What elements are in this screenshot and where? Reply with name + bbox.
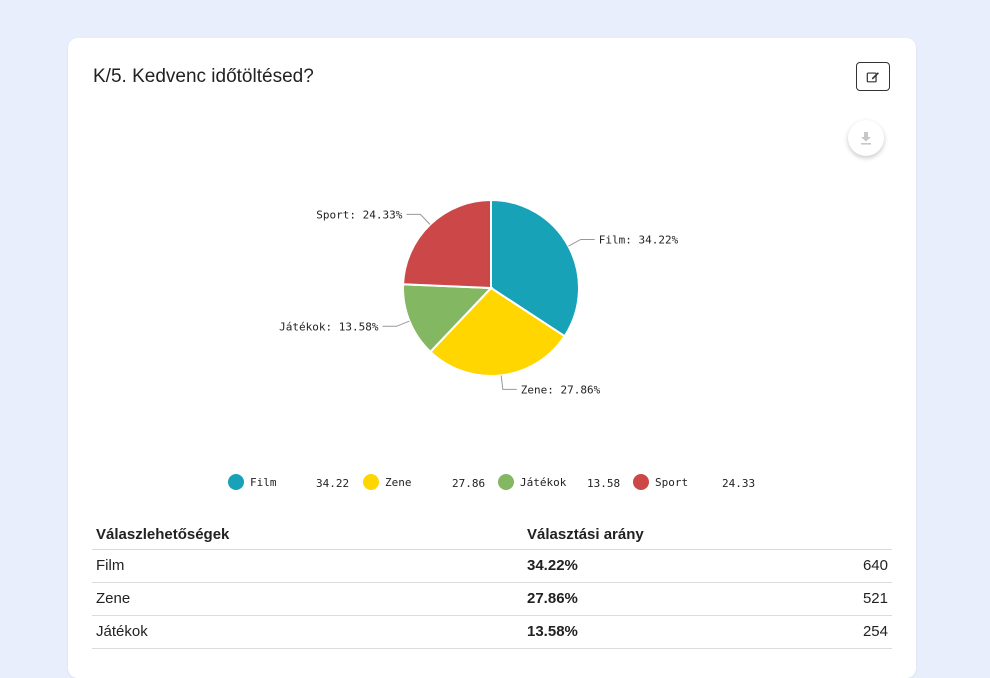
- row-label: Zene: [92, 582, 523, 616]
- legend-label-film: Film: [250, 475, 277, 489]
- header-ratio: Választási arány: [523, 518, 791, 550]
- download-icon: [861, 132, 871, 145]
- legend-value-jatekok: 13.58: [587, 477, 621, 490]
- slice-label-jatekok: Játékok: 13.58%: [279, 320, 379, 333]
- row-count: 521: [791, 582, 892, 616]
- leader-line-zene: [500, 375, 517, 390]
- legend-swatch-sport: [633, 474, 649, 490]
- edit-button[interactable]: [856, 62, 890, 91]
- legend-swatch-zene: [363, 474, 379, 490]
- question-title: K/5. Kedvenc időtöltésed?: [93, 66, 314, 87]
- table-header-row: Válaszlehetőségek Választási arány: [92, 518, 892, 550]
- answers-table: Válaszlehetőségek Választási arány Film …: [92, 518, 892, 649]
- slice-label-film: Film: 34.22%: [599, 233, 679, 246]
- leader-line-jatekok: [382, 320, 410, 327]
- header-count: [791, 518, 892, 550]
- slice-label-zene: Zene: 27.86%: [521, 383, 601, 396]
- legend-swatch-film: [228, 474, 244, 490]
- slice-label-sport: Sport: 24.33%: [316, 208, 402, 221]
- row-count: 640: [791, 549, 892, 583]
- table-row: Játékok 13.58% 254: [92, 615, 892, 649]
- leader-line-sport: [406, 213, 431, 225]
- row-percent: 13.58%: [523, 615, 791, 649]
- download-button[interactable]: [848, 120, 884, 156]
- legend-label-jatekok: Játékok: [520, 475, 567, 489]
- legend-swatch-jatekok: [498, 474, 514, 490]
- legend-label-sport: Sport: [655, 475, 689, 489]
- pie-slice-sport[interactable]: [402, 198, 492, 290]
- edit-icon: [866, 71, 879, 82]
- pie-chart: Film: 34.22% Zene: 27.86% Játékok: 13.58% S…: [279, 198, 679, 396]
- question-card: K/5. Kedvenc időtöltésed? Film: 34.22% Ze…: [68, 38, 916, 678]
- legend-item-jatekok[interactable]: Játékok: [498, 474, 566, 490]
- legend-item-sport[interactable]: Sport: [633, 474, 688, 490]
- legend-value-zene: 27.86: [452, 477, 486, 490]
- legend-label-zene: Zene: [385, 475, 412, 489]
- row-percent: 34.22%: [523, 549, 791, 583]
- header-options: Válaszlehetőségek: [92, 518, 523, 550]
- leader-line-film: [568, 238, 595, 247]
- row-count: 254: [791, 615, 892, 649]
- table-row: Zene 27.86% 521: [92, 582, 892, 616]
- row-percent: 27.86%: [523, 582, 791, 616]
- row-label: Játékok: [92, 615, 523, 649]
- legend-item-zene[interactable]: Zene: [363, 474, 412, 490]
- legend-value-sport: 24.33: [722, 477, 756, 490]
- legend-value-film: 34.22: [316, 477, 350, 490]
- row-label: Film: [92, 549, 523, 583]
- legend-item-film[interactable]: Film: [228, 474, 277, 490]
- table-row: Film 34.22% 640: [92, 549, 892, 583]
